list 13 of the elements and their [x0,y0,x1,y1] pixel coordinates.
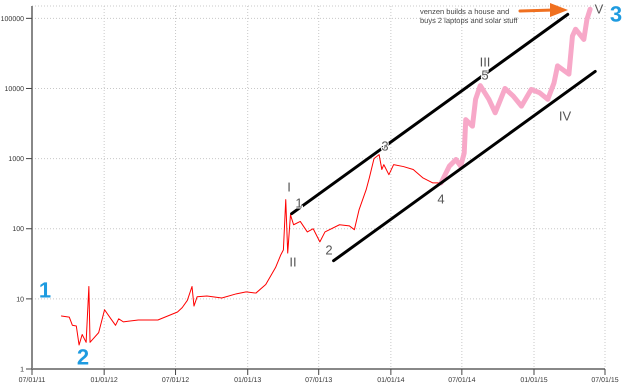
annotation: 1 [295,196,303,210]
annotation: 2 [325,242,333,258]
annotation: 5 [481,68,489,82]
annotation: 1 [38,278,52,302]
annotation: 3 [381,138,389,154]
text: 3 [610,2,622,26]
annotation: IV [558,108,572,124]
annotation: V [594,2,604,16]
annotation: III [480,54,490,70]
annotation: 4 [437,192,445,206]
annotation: 2 [76,344,90,370]
annotation: I [287,180,291,194]
annotation: II [289,254,297,270]
